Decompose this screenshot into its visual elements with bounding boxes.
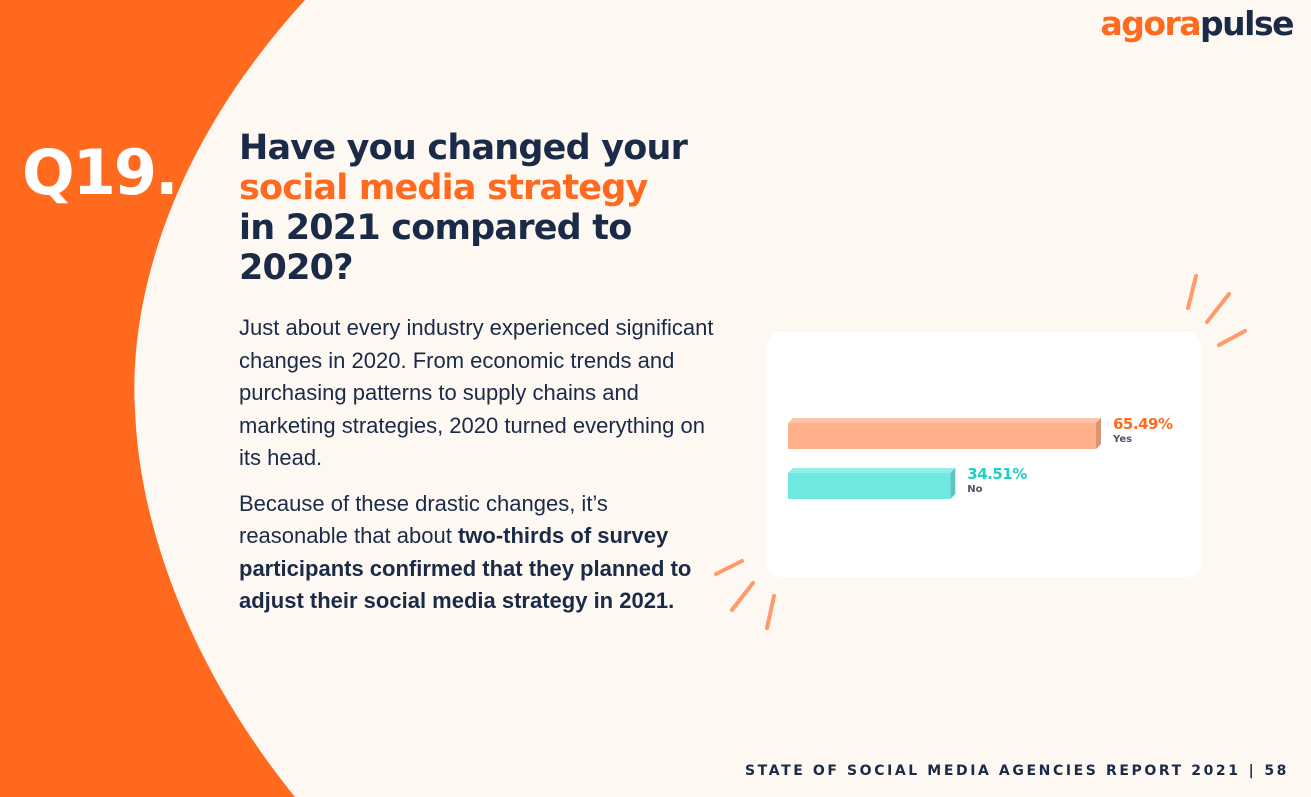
logo-pulse: pulse bbox=[1200, 4, 1294, 43]
bar-chart: 65.49%Yes 34.51%No bbox=[788, 415, 1173, 499]
category-label-yes: Yes bbox=[1112, 434, 1132, 445]
paragraph-2: Because of these drastic changes, it’s r… bbox=[239, 488, 719, 618]
body-text: Just about every industry experienced si… bbox=[239, 312, 719, 631]
value-label-no: 34.51% bbox=[967, 465, 1027, 483]
paragraph-2-plain: Because of these drastic changes, it’s r… bbox=[239, 490, 608, 549]
title-line-1: Have you changed your bbox=[239, 128, 688, 168]
question-number: Q19. bbox=[22, 136, 179, 209]
bar-front-face bbox=[788, 473, 951, 499]
page-number: 58 bbox=[1264, 763, 1289, 779]
bar-side-face bbox=[1096, 418, 1101, 449]
chart-card bbox=[767, 332, 1201, 577]
paragraph-2-bold: two-thirds of survey participants confir… bbox=[239, 523, 692, 613]
agorapulse-logo: agorapulse bbox=[1100, 4, 1294, 43]
paragraph-1: Just about every industry experienced si… bbox=[239, 315, 714, 470]
title-line-2-highlight: social media strategy bbox=[239, 168, 648, 208]
bar-top-face bbox=[788, 418, 1101, 423]
logo-agora: agora bbox=[1100, 4, 1201, 43]
footer-report-title: STATE OF SOCIAL MEDIA AGENCIES REPORT 20… bbox=[744, 763, 1241, 779]
bar-top-face bbox=[788, 468, 956, 473]
footer-separator: | bbox=[1248, 763, 1257, 779]
bar-no bbox=[788, 468, 956, 499]
value-label-yes: 65.49% bbox=[1113, 415, 1173, 433]
bar-side-face bbox=[950, 468, 956, 499]
title-line-4: 2020? bbox=[239, 248, 354, 288]
bar-front-face bbox=[788, 423, 1096, 449]
title-line-3: in 2021 compared to bbox=[239, 208, 632, 248]
category-label-no: No bbox=[967, 484, 982, 495]
bar-yes bbox=[788, 418, 1101, 449]
page-title: Have you changed your social media strat… bbox=[239, 128, 759, 288]
footer: STATE OF SOCIAL MEDIA AGENCIES REPORT 20… bbox=[745, 763, 1289, 779]
